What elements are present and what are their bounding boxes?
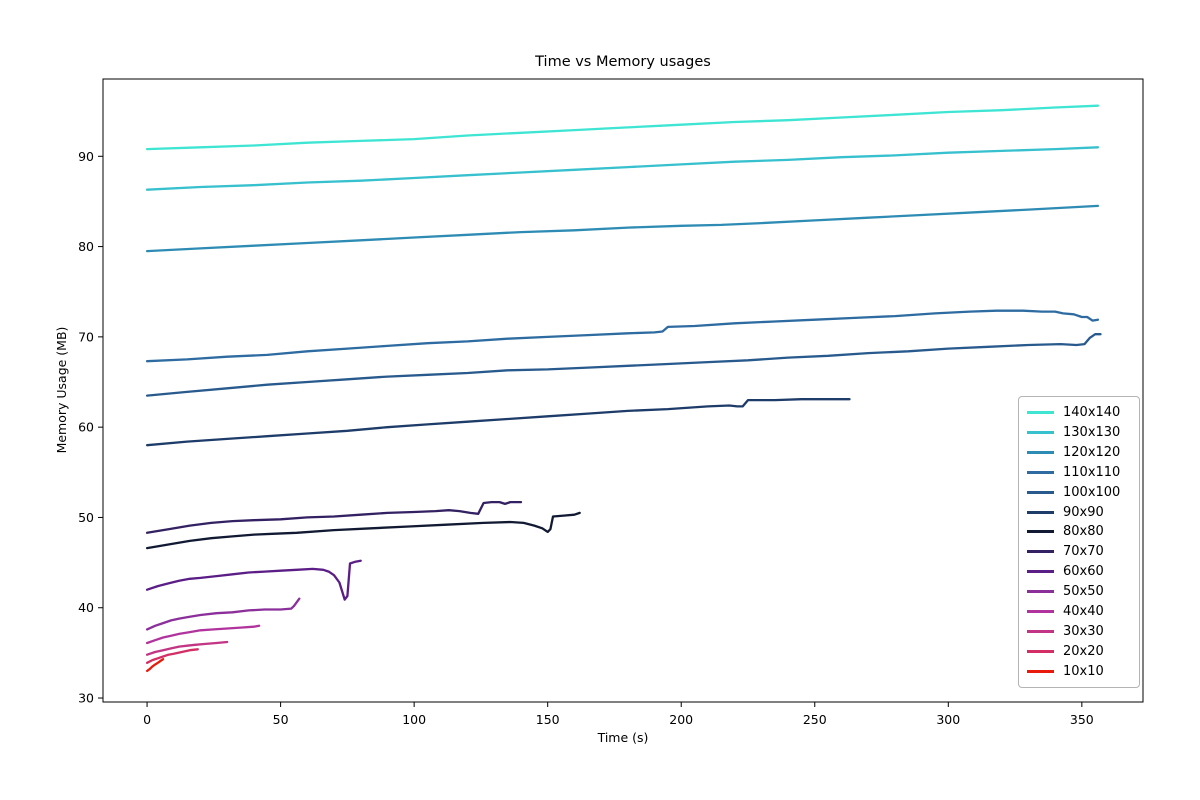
- legend-item: 120x120: [1027, 445, 1131, 460]
- legend-item: 70x70: [1027, 544, 1131, 559]
- legend-item: 20x20: [1027, 644, 1131, 659]
- legend-item: 100x100: [1027, 485, 1131, 500]
- legend-item: 80x80: [1027, 524, 1131, 539]
- legend-item: 40x40: [1027, 604, 1131, 619]
- legend-swatch-icon: [1027, 470, 1054, 474]
- legend-label: 110x110: [1063, 464, 1121, 480]
- legend-item: 90x90: [1027, 505, 1131, 520]
- legend-label: 20x20: [1063, 643, 1104, 659]
- legend-swatch-icon: [1027, 610, 1054, 614]
- series-line-60x60: [145, 559, 362, 601]
- x-tick-label: 200: [669, 712, 693, 727]
- legend-label: 40x40: [1063, 604, 1104, 620]
- x-tick-label: 350: [1070, 712, 1094, 727]
- legend-label: 140x140: [1063, 404, 1121, 420]
- x-tick-label: 50: [273, 712, 289, 727]
- x-axis-label: Time (s): [597, 730, 649, 745]
- y-tick-label: 60: [78, 420, 94, 435]
- y-tick-label: 70: [78, 329, 94, 344]
- x-tick-label: 250: [803, 712, 827, 727]
- x-tick-label: 100: [402, 712, 426, 727]
- y-tick-label: 40: [78, 600, 94, 615]
- series-line-20x20: [145, 648, 199, 664]
- legend-item: 10x10: [1027, 664, 1131, 679]
- y-tick-label: 90: [78, 149, 94, 164]
- legend-label: 90x90: [1063, 504, 1104, 520]
- legend-swatch-icon: [1027, 430, 1054, 434]
- y-tick-label: 50: [78, 510, 94, 525]
- legend-swatch-icon: [1027, 450, 1054, 454]
- legend: 140x140 130x130 120x120 110x110 100x100 90x90…: [1018, 396, 1140, 688]
- legend-item: 110x110: [1027, 465, 1131, 480]
- legend-swatch-icon: [1027, 550, 1054, 554]
- legend-label: 100x100: [1063, 484, 1121, 500]
- legend-swatch-icon: [1027, 570, 1054, 574]
- legend-swatch-icon: [1027, 630, 1054, 634]
- chart-title: Time vs Memory usages: [534, 54, 711, 70]
- series-line-80x80: [145, 511, 581, 550]
- legend-label: 10x10: [1063, 663, 1104, 679]
- legend-swatch-icon: [1027, 530, 1054, 534]
- legend-swatch-icon: [1027, 490, 1054, 494]
- legend-item: 30x30: [1027, 624, 1131, 639]
- series-line-40x40: [145, 624, 261, 645]
- y-axis-label: Memory Usage (MB): [54, 327, 69, 454]
- x-tick-label: 150: [536, 712, 560, 727]
- series-line-140x140: [145, 104, 1100, 151]
- legend-label: 130x130: [1063, 424, 1121, 440]
- x-tick-label: 0: [143, 712, 151, 727]
- series-line-110x110: [145, 309, 1100, 363]
- legend-swatch-icon: [1027, 510, 1054, 514]
- series-line-30x30: [145, 640, 229, 656]
- series-line-130x130: [145, 146, 1100, 191]
- axes-layer: 0 50 100 150 200 250 300 350 30 40 50 60 70 80 90: [78, 78, 1144, 727]
- x-tick-label: 300: [936, 712, 960, 727]
- series-line-10x10: [145, 658, 165, 673]
- legend-label: 50x50: [1063, 584, 1104, 600]
- legend-item: 60x60: [1027, 564, 1131, 579]
- legend-label: 30x30: [1063, 624, 1104, 640]
- y-tick-label: 80: [78, 239, 94, 254]
- legend-label: 120x120: [1063, 444, 1121, 460]
- series-line-100x100: [145, 333, 1102, 397]
- series-layer: [145, 104, 1102, 673]
- y-tick-label: 30: [78, 691, 94, 706]
- legend-label: 80x80: [1063, 524, 1104, 540]
- legend-swatch-icon: [1027, 410, 1054, 414]
- legend-item: 130x130: [1027, 425, 1131, 440]
- legend-label: 60x60: [1063, 564, 1104, 580]
- legend-swatch-icon: [1027, 590, 1054, 594]
- series-line-120x120: [145, 204, 1100, 253]
- legend-swatch-icon: [1027, 669, 1054, 673]
- plot-frame: [102, 78, 1144, 703]
- legend-label: 70x70: [1063, 544, 1104, 560]
- legend-item: 140x140: [1027, 405, 1131, 420]
- series-line-50x50: [145, 597, 301, 631]
- legend-item: 50x50: [1027, 584, 1131, 599]
- series-line-90x90: [145, 398, 851, 447]
- series-line-70x70: [145, 500, 523, 534]
- legend-swatch-icon: [1027, 649, 1054, 653]
